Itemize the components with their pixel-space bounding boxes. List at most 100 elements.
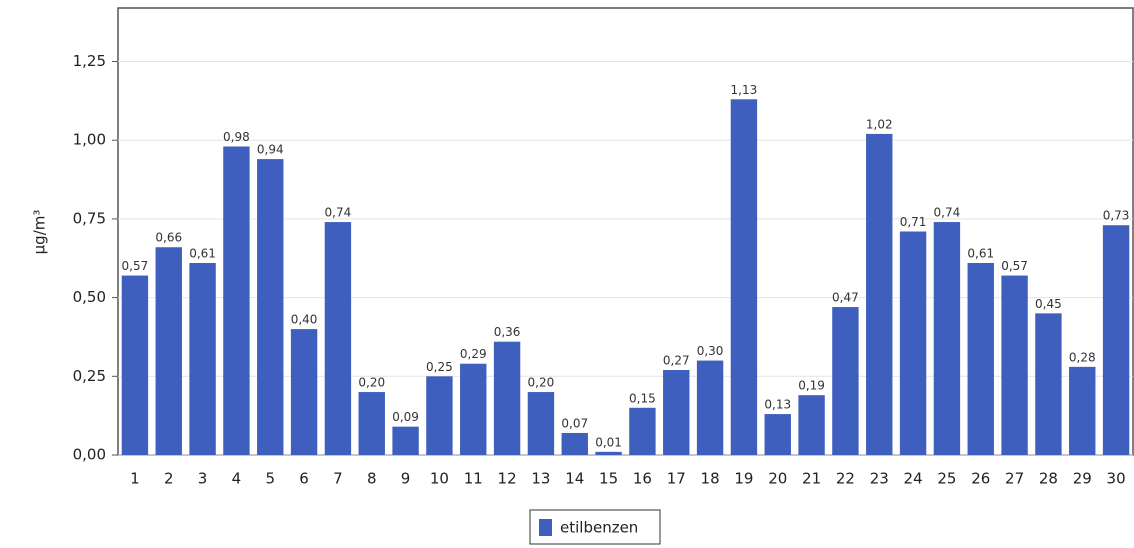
bar <box>1001 275 1028 455</box>
x-tick-label: 16 <box>633 470 652 488</box>
x-tick-label: 7 <box>333 470 343 488</box>
value-label: 0,40 <box>291 313 318 327</box>
value-label: 0,57 <box>122 259 149 273</box>
value-label: 0,01 <box>595 435 622 449</box>
x-tick-label: 22 <box>836 470 855 488</box>
x-tick-label: 10 <box>430 470 449 488</box>
bar <box>223 146 250 455</box>
bar <box>189 262 216 455</box>
value-label: 0,15 <box>629 391 656 405</box>
value-label: 0,61 <box>189 246 216 260</box>
value-label: 0,13 <box>764 398 791 412</box>
value-label: 0,94 <box>257 143 284 157</box>
x-tick-label: 28 <box>1039 470 1058 488</box>
value-label: 0,36 <box>494 325 521 339</box>
value-label: 0,71 <box>900 215 927 229</box>
bar <box>629 407 656 455</box>
x-tick-label: 12 <box>498 470 517 488</box>
bar <box>493 341 521 455</box>
y-tick-label: 0,75 <box>73 209 106 227</box>
value-label: 0,20 <box>528 376 555 390</box>
value-label: 0,30 <box>697 344 724 358</box>
y-tick-label: 0,25 <box>73 367 106 385</box>
x-tick-label: 24 <box>904 470 923 488</box>
value-label: 1,13 <box>731 83 758 97</box>
value-label: 1,02 <box>866 117 893 131</box>
bar <box>290 329 318 455</box>
legend-swatch <box>539 519 552 536</box>
value-label: 0,74 <box>325 206 352 220</box>
value-label: 0,20 <box>358 376 385 390</box>
value-label: 0,73 <box>1103 209 1130 223</box>
bar <box>257 159 284 456</box>
bar <box>1102 225 1130 455</box>
plot-area <box>117 7 1134 456</box>
bar <box>1035 313 1062 455</box>
value-label: 0,66 <box>155 231 182 245</box>
x-tick-label: 6 <box>299 470 309 488</box>
x-tick-label: 20 <box>768 470 787 488</box>
x-tick-label: 14 <box>565 470 584 488</box>
value-label: 0,19 <box>798 379 825 393</box>
bar <box>392 426 419 455</box>
x-tick-label: 15 <box>599 470 618 488</box>
x-tick-label: 18 <box>701 470 720 488</box>
x-tick-label: 30 <box>1107 470 1126 488</box>
legend-label: etilbenzen <box>560 519 638 537</box>
bar <box>967 262 994 455</box>
value-label: 0,28 <box>1069 350 1096 364</box>
x-tick-label: 3 <box>198 470 208 488</box>
x-tick-label: 9 <box>401 470 411 488</box>
value-label: 0,61 <box>967 246 994 260</box>
value-label: 0,74 <box>934 206 961 220</box>
value-label: 0,25 <box>426 360 453 374</box>
x-tick-label: 29 <box>1073 470 1092 488</box>
x-tick-label: 25 <box>937 470 956 488</box>
bar <box>832 307 859 455</box>
x-tick-label: 2 <box>164 470 174 488</box>
x-tick-label: 23 <box>870 470 889 488</box>
bar <box>933 222 961 455</box>
y-axis-label: µg/m³ <box>31 210 49 255</box>
bar <box>899 231 927 455</box>
x-tick-label: 21 <box>802 470 821 488</box>
x-tick-label: 8 <box>367 470 377 488</box>
x-tick-label: 26 <box>971 470 990 488</box>
value-label: 0,09 <box>392 410 419 424</box>
x-tick-label: 11 <box>464 470 483 488</box>
x-tick-label: 17 <box>667 470 686 488</box>
bar <box>121 275 149 455</box>
bar <box>561 432 588 455</box>
value-label: 0,98 <box>223 130 250 144</box>
value-label: 0,29 <box>460 347 487 361</box>
value-label: 0,07 <box>561 416 588 430</box>
y-tick-label: 0,50 <box>73 288 106 306</box>
x-tick-label: 27 <box>1005 470 1024 488</box>
bar <box>595 451 622 455</box>
x-tick-label: 5 <box>265 470 275 488</box>
value-label: 0,57 <box>1001 259 1028 273</box>
bar <box>460 363 487 455</box>
x-tick-label: 1 <box>130 470 140 488</box>
bar <box>426 376 453 455</box>
value-label: 0,45 <box>1035 297 1062 311</box>
bar <box>155 247 182 455</box>
bar <box>663 370 690 455</box>
x-tick-label: 4 <box>232 470 242 488</box>
bar <box>1069 366 1096 455</box>
bar <box>798 395 825 455</box>
bar <box>527 392 555 455</box>
bar <box>324 222 352 455</box>
x-tick-label: 13 <box>531 470 550 488</box>
value-label: 0,47 <box>832 291 859 305</box>
y-tick-label: 1,00 <box>73 131 106 149</box>
bar <box>764 414 791 455</box>
value-label: 0,27 <box>663 354 690 368</box>
y-tick-label: 1,25 <box>73 52 106 70</box>
bar <box>358 392 385 455</box>
bar <box>730 99 758 456</box>
y-tick-label: 0,00 <box>73 446 106 464</box>
bar <box>696 360 724 455</box>
x-tick-label: 19 <box>734 470 753 488</box>
